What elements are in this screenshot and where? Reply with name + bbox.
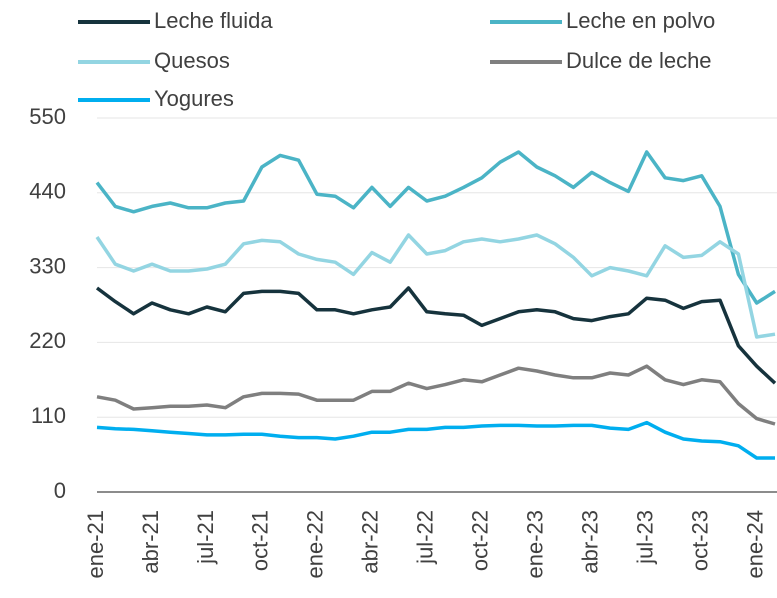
series-line [95, 150, 776, 305]
legend-label: Quesos [154, 48, 230, 73]
y-tick-label: 220 [29, 328, 66, 353]
x-tick-label: abr-23 [578, 510, 603, 574]
legend-label: Leche fluida [154, 8, 273, 33]
x-tick-label: abr-21 [138, 510, 163, 574]
y-tick-label: 0 [54, 478, 66, 503]
y-tick-label: 330 [29, 253, 66, 278]
legend-label: Yogures [154, 86, 234, 111]
x-tick-label: jul-21 [193, 510, 218, 565]
y-tick-label: 550 [29, 104, 66, 129]
series-line [95, 286, 777, 385]
x-tick-label: oct-22 [468, 510, 493, 571]
y-tick-label: 110 [31, 403, 66, 428]
x-tick-label: oct-21 [248, 510, 273, 571]
x-tick-label: ene-22 [303, 510, 328, 579]
series-line [95, 233, 776, 339]
x-tick-label: ene-21 [83, 510, 108, 579]
y-tick-label: 440 [29, 179, 66, 204]
x-tick-label: ene-24 [742, 510, 767, 579]
legend-label: Leche en polvo [566, 8, 715, 33]
series-line [96, 364, 776, 426]
x-tick-label: abr-22 [358, 510, 383, 574]
x-tick-label: jul-22 [413, 510, 438, 565]
series-line [96, 420, 775, 460]
x-tick-label: jul-23 [633, 510, 658, 565]
x-tick-label: oct-23 [688, 510, 713, 571]
x-tick-label: ene-23 [523, 510, 548, 579]
legend-label: Dulce de leche [566, 48, 712, 73]
